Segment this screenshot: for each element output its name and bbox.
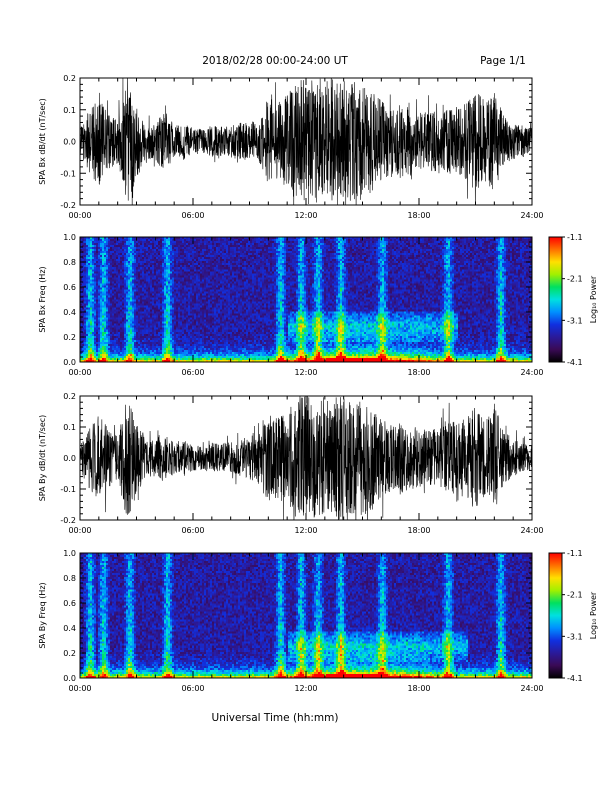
y-tick-label: -0.1 xyxy=(60,485,76,494)
y-tick-label: -0.1 xyxy=(60,169,76,178)
y-tick-label: 0.0 xyxy=(63,138,76,147)
x-tick-label: 12:00 xyxy=(294,526,317,535)
y-tick-label: 0.2 xyxy=(63,649,76,658)
y-tick-label: -0.2 xyxy=(60,516,76,525)
colorbar-tick-label: -3.1 xyxy=(567,632,583,641)
y-tick-label: 0.8 xyxy=(63,258,76,267)
colorbar-tick-label: -2.1 xyxy=(567,275,583,284)
x-tick-label: 06:00 xyxy=(181,368,204,377)
x-tick-label: 06:00 xyxy=(181,684,204,693)
plot-frame xyxy=(79,236,533,363)
x-tick-label: 00:00 xyxy=(68,211,91,220)
x-tick-label: 24:00 xyxy=(520,211,543,220)
x-tick-label: 18:00 xyxy=(407,526,430,535)
plot-frame xyxy=(79,395,533,521)
x-tick-label: 18:00 xyxy=(407,684,430,693)
y-tick-label: 0.6 xyxy=(63,599,76,608)
y-tick-label: 0.1 xyxy=(63,423,76,432)
colorbar-tick-label: -1.1 xyxy=(567,549,583,558)
x-tick-label: 06:00 xyxy=(181,526,204,535)
colorbar: -1.1 -2.1 -3.1 -4.1 Log₁₀ Power xyxy=(548,233,598,367)
colorbar-tick-label: -3.1 xyxy=(567,316,583,325)
x-tick-label: 18:00 xyxy=(407,368,430,377)
y-tick-label: 0.8 xyxy=(63,574,76,583)
x-axis-label: Universal Time (hh:mm) xyxy=(212,712,339,724)
figure-title: 2018/02/28 00:00-24:00 UT xyxy=(202,55,348,67)
y-tick-label: 0.4 xyxy=(63,308,76,317)
y-tick-label: 0.2 xyxy=(63,333,76,342)
colorbar-label: Log₁₀ Power xyxy=(589,591,598,639)
x-tick-label: 18:00 xyxy=(407,211,430,220)
y-tick-label: 0.0 xyxy=(63,454,76,463)
colorbar-tick-label: -4.1 xyxy=(567,358,583,367)
y-axis-label: SPA By Freq (Hz) xyxy=(38,582,47,648)
y-axis-label: SPA By dB/dt (nT/sec) xyxy=(38,415,47,502)
panel-1: 00:00 06:00 12:00 18:00 24:00 0.0 0.2 0.4 0.6 0.8… xyxy=(38,233,544,377)
x-tick-label: 00:00 xyxy=(68,684,91,693)
x-tick-label: 12:00 xyxy=(294,684,317,693)
y-tick-label: 0.0 xyxy=(63,358,76,367)
spectrogram-image xyxy=(80,553,532,678)
waveform-series xyxy=(80,78,532,205)
y-tick-label: 0.4 xyxy=(63,624,76,633)
y-tick-label: 0.0 xyxy=(63,674,76,683)
y-tick-label: 1.0 xyxy=(63,233,76,242)
waveform-series xyxy=(80,396,532,520)
y-tick-label: -0.2 xyxy=(60,201,76,210)
plot-frame xyxy=(79,552,533,679)
colorbar: -1.1 -2.1 -3.1 -4.1 Log₁₀ Power xyxy=(548,549,598,683)
x-tick-label: 00:00 xyxy=(68,368,91,377)
colorbar-label: Log₁₀ Power xyxy=(589,275,598,323)
panel-3: 00:00 06:00 12:00 18:00 24:00 0.0 0.2 0.4 0.6 0.8… xyxy=(38,549,544,693)
y-tick-label: 1.0 xyxy=(63,549,76,558)
panel-0: 00:00 06:00 12:00 18:00 24:00 -0.2 -0.1 0.0 0.1 0… xyxy=(38,74,544,220)
y-tick-label: 0.2 xyxy=(63,74,76,83)
x-tick-label: 12:00 xyxy=(294,211,317,220)
x-tick-label: 06:00 xyxy=(181,211,204,220)
colorbar-tick-label: -4.1 xyxy=(567,674,583,683)
y-tick-label: 0.6 xyxy=(63,283,76,292)
page-number: Page 1/1 xyxy=(480,55,526,67)
colorbar-tick-label: -1.1 xyxy=(567,233,583,242)
x-tick-label: 24:00 xyxy=(520,684,543,693)
x-tick-label: 24:00 xyxy=(520,526,543,535)
panels-group: 00:00 06:00 12:00 18:00 24:00 -0.2 -0.1 0.0 0.1 0… xyxy=(38,74,598,693)
colorbar-tick-label: -2.1 xyxy=(567,591,583,600)
y-tick-label: 0.1 xyxy=(63,106,76,115)
x-tick-label: 12:00 xyxy=(294,368,317,377)
spectrogram-image xyxy=(80,237,532,362)
y-axis-label: SPA Bx dB/dt (nT/sec) xyxy=(38,98,47,185)
y-axis-label: SPA Bx Freq (Hz) xyxy=(38,266,47,332)
panel-2: 00:00 06:00 12:00 18:00 24:00 -0.2 -0.1 0.0 0.1 0… xyxy=(38,392,544,535)
colorbar-bar xyxy=(548,236,563,363)
y-tick-label: 0.2 xyxy=(63,392,76,401)
x-tick-label: 00:00 xyxy=(68,526,91,535)
plot-frame xyxy=(79,77,533,206)
x-tick-label: 24:00 xyxy=(520,368,543,377)
colorbar-bar xyxy=(548,552,563,679)
